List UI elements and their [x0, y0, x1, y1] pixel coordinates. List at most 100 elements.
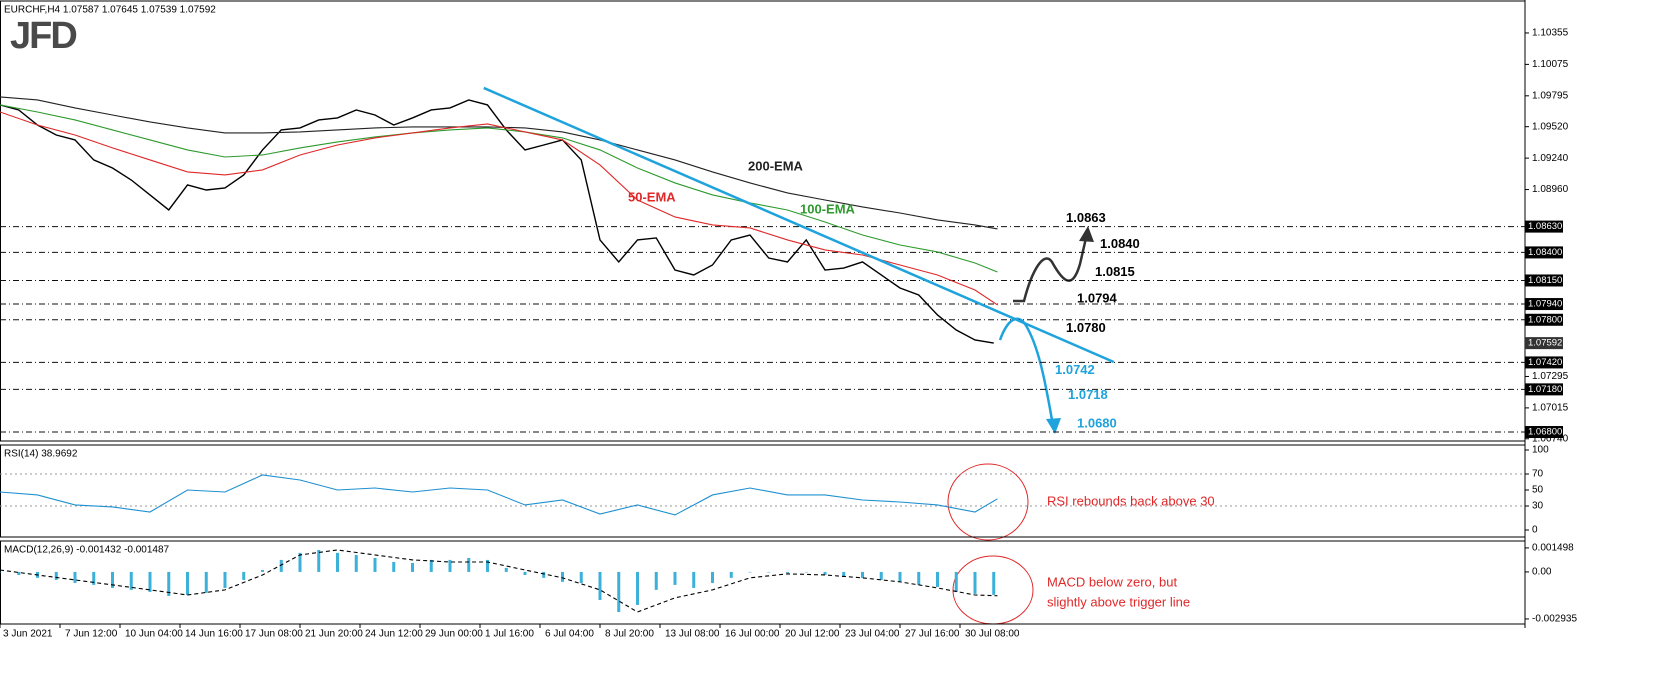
histogram-bar — [373, 557, 377, 572]
series-label: 200-EMA — [748, 158, 804, 173]
y-tick-label: 1.09240 — [1532, 153, 1569, 164]
level-box — [1525, 220, 1563, 233]
histogram-bar — [542, 571, 546, 578]
x-tick-label: 17 Jun 08:00 — [245, 629, 303, 640]
x-tick-label: 24 Jun 12:00 — [365, 629, 423, 640]
x-tick-label: 3 Jun 2021 — [3, 629, 53, 640]
histogram-bar — [298, 552, 302, 572]
level-label: 1.0680 — [1077, 415, 1117, 430]
histogram-bar — [823, 571, 827, 575]
histogram-bar — [710, 571, 714, 583]
histogram-bar — [879, 571, 883, 580]
x-tick-label: 21 Jun 20:00 — [305, 629, 363, 640]
arrow-head — [1079, 226, 1094, 242]
level-box — [1525, 356, 1563, 369]
level-box-label: 1.07940 — [1528, 299, 1562, 310]
panel-title: MACD(12,26,9) -0.001432 -0.001487 — [4, 545, 170, 556]
level-box-label: 1.07420 — [1528, 357, 1562, 368]
x-tick-label: 16 Jul 00:00 — [725, 629, 780, 640]
level-label: 1.0794 — [1077, 290, 1118, 305]
level-box — [1525, 246, 1563, 259]
histogram-bar — [242, 571, 246, 580]
histogram-bar — [279, 559, 283, 572]
level-label: 1.0840 — [1100, 236, 1140, 251]
level-box-label: 1.07800 — [1528, 314, 1562, 325]
y-tick-label: 1.10075 — [1532, 59, 1569, 70]
y-tick-label: 70 — [1532, 469, 1544, 480]
histogram-bar — [54, 571, 58, 580]
y-tick-label: 1.07015 — [1532, 403, 1569, 414]
series-line — [0, 549, 998, 613]
level-label: 1.0718 — [1068, 387, 1108, 402]
level-box — [1525, 298, 1563, 311]
y-tick-label: 100 — [1532, 445, 1549, 456]
histogram-bar — [523, 571, 527, 575]
x-tick-label: 7 Jun 12:00 — [65, 629, 118, 640]
histogram-bar — [973, 571, 977, 594]
y-tick-label: 1.08960 — [1532, 184, 1569, 195]
histogram-bar — [448, 559, 452, 572]
histogram-bar — [92, 571, 96, 585]
histogram-bar — [410, 562, 414, 572]
level-box — [1525, 426, 1563, 439]
histogram-bar — [767, 571, 771, 573]
level-label: 1.0863 — [1066, 210, 1106, 225]
series-label: 100-EMA — [800, 201, 856, 216]
histogram-bar — [485, 559, 489, 572]
histogram-bar — [560, 571, 564, 582]
x-tick-label: 30 Jul 08:00 — [965, 629, 1020, 640]
x-tick-label: 13 Jul 08:00 — [665, 629, 720, 640]
histogram-bar — [129, 571, 133, 590]
histogram-bar — [73, 571, 77, 583]
level-label: 1.0815 — [1095, 264, 1135, 279]
price-box — [1525, 337, 1563, 350]
logo: JFD — [10, 15, 76, 57]
histogram-bar — [785, 571, 789, 573]
x-tick-label: 6 Jul 04:00 — [545, 629, 594, 640]
y-tick-label: 1.07295 — [1532, 371, 1569, 382]
histogram-bar — [467, 557, 471, 572]
histogram-bar — [429, 559, 433, 572]
histogram-bar — [223, 571, 227, 588]
series-line — [0, 111, 998, 306]
level-box-label: 1.06800 — [1528, 427, 1562, 438]
histogram-bar — [842, 571, 846, 577]
histogram-bar — [392, 561, 396, 572]
price-box-label: 1.07592 — [1528, 338, 1562, 349]
scenario-arrow-up — [1013, 237, 1088, 303]
level-box — [1525, 383, 1563, 396]
series-line — [0, 474, 998, 516]
series-line — [0, 104, 998, 273]
y-tick-label: 1.06740 — [1532, 433, 1569, 444]
arrow-head — [1046, 418, 1061, 434]
y-tick-label: 50 — [1532, 485, 1544, 496]
histogram-bar — [654, 571, 658, 590]
y-tick-label: -0.002935 — [1532, 614, 1577, 625]
trendline — [483, 86, 1115, 364]
histogram-bar — [579, 571, 583, 583]
y-tick-label: 0.001498 — [1532, 543, 1574, 554]
panel-title: RSI(14) 38.9692 — [4, 449, 78, 460]
y-tick-label: 1.10355 — [1532, 28, 1569, 39]
annotation: slightly above trigger line — [1047, 594, 1190, 609]
series-label: 50-EMA — [628, 189, 676, 204]
x-tick-label: 8 Jul 20:00 — [605, 629, 654, 640]
scenario-arrow-down — [998, 317, 1054, 421]
x-tick-label: 23 Jul 04:00 — [845, 629, 900, 640]
histogram-bar — [110, 571, 114, 588]
histogram-bar — [917, 571, 921, 585]
histogram-bar — [729, 571, 733, 578]
annotation: RSI rebounds back above 30 — [1047, 493, 1215, 508]
histogram-bar — [185, 571, 189, 595]
histogram-bar — [748, 571, 752, 573]
histogram-bar — [804, 571, 808, 573]
histogram-bar — [954, 571, 958, 592]
histogram-bar — [504, 567, 508, 572]
histogram-bar — [0, 571, 2, 573]
histogram-bar — [260, 570, 264, 572]
x-tick-label: 10 Jun 04:00 — [125, 629, 183, 640]
x-tick-label: 27 Jul 16:00 — [905, 629, 960, 640]
y-tick-label: 0 — [1532, 525, 1538, 536]
